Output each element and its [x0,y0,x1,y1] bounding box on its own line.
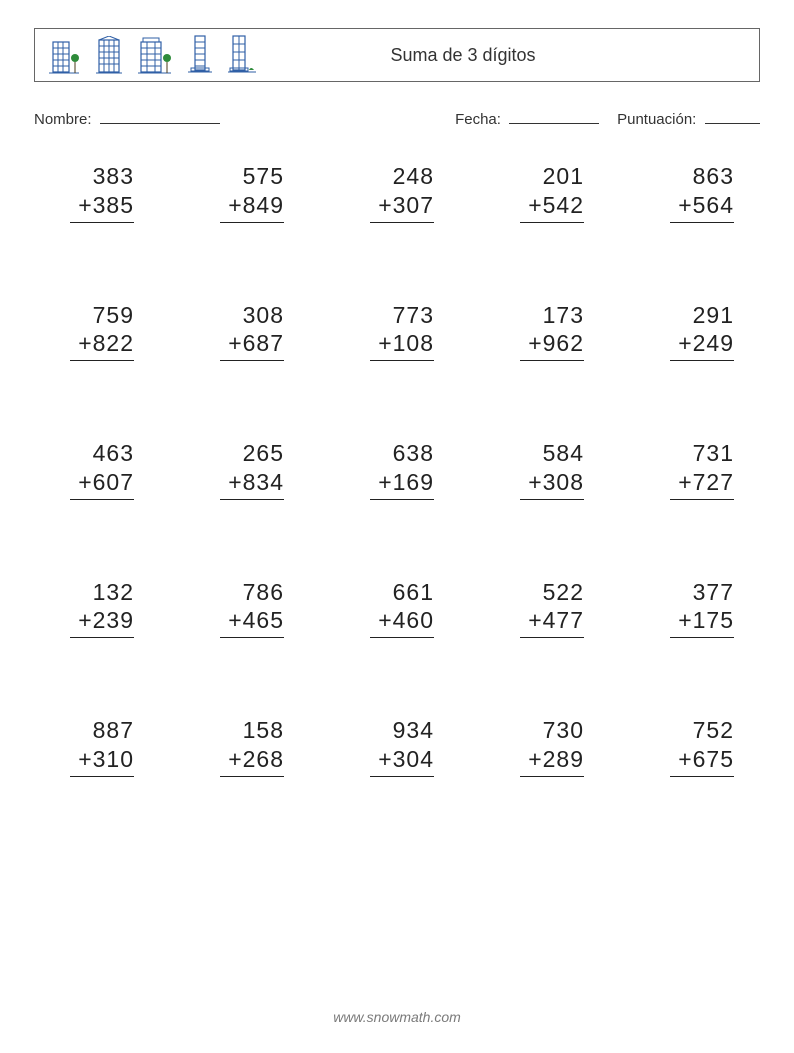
addend-bottom: +307 [370,191,434,223]
building-icon-3 [137,36,173,76]
addend-top: 661 [393,578,434,607]
buildings-icon-row [47,34,257,76]
addend-top: 759 [93,301,134,330]
score-blank[interactable] [705,110,760,124]
name-blank[interactable] [100,110,220,124]
addend-bottom: +675 [670,745,734,777]
addition-problem: 248+307 [340,162,454,223]
worksheet-page: Suma de 3 dígitos Nombre: Fecha: Puntuac… [0,0,794,1053]
addend-top: 158 [243,716,284,745]
addend-top: 383 [93,162,134,191]
addition-problem: 887+310 [40,716,154,777]
addend-top: 934 [393,716,434,745]
addend-top: 522 [543,578,584,607]
addition-problem: 773+108 [340,301,454,362]
addition-problem: 158+268 [190,716,304,777]
addend-bottom: +962 [520,329,584,361]
addend-bottom: +607 [70,468,134,500]
addend-top: 377 [693,578,734,607]
addend-bottom: +564 [670,191,734,223]
addend-bottom: +249 [670,329,734,361]
addition-problem: 661+460 [340,578,454,639]
header-box: Suma de 3 dígitos [34,28,760,82]
addend-top: 731 [693,439,734,468]
addend-top: 575 [243,162,284,191]
addend-top: 584 [543,439,584,468]
addend-top: 752 [693,716,734,745]
addend-bottom: +304 [370,745,434,777]
date-blank[interactable] [509,110,599,124]
addend-top: 730 [543,716,584,745]
score-label: Puntuación: [617,111,696,128]
addend-top: 308 [243,301,284,330]
addend-bottom: +385 [70,191,134,223]
info-row: Nombre: Fecha: Puntuación: [34,110,760,128]
addition-problem: 201+542 [490,162,604,223]
addend-top: 248 [393,162,434,191]
addition-problem: 377+175 [640,578,754,639]
addition-problem: 638+169 [340,439,454,500]
addend-bottom: +822 [70,329,134,361]
addend-top: 132 [93,578,134,607]
addition-problem: 934+304 [340,716,454,777]
addend-bottom: +727 [670,468,734,500]
addend-bottom: +687 [220,329,284,361]
addend-bottom: +460 [370,606,434,638]
addition-problem: 730+289 [490,716,604,777]
addition-problem: 522+477 [490,578,604,639]
addition-problem: 383+385 [40,162,154,223]
addition-problem: 863+564 [640,162,754,223]
addition-problem: 463+607 [40,439,154,500]
addend-bottom: +268 [220,745,284,777]
addend-top: 773 [393,301,434,330]
addend-top: 265 [243,439,284,468]
addition-problem: 752+675 [640,716,754,777]
addition-problem: 291+249 [640,301,754,362]
building-icon-5 [227,34,257,76]
name-label: Nombre: [34,111,92,128]
addend-top: 201 [543,162,584,191]
building-icon-2 [95,36,123,76]
score-field: Puntuación: [617,110,759,128]
addition-problem: 132+239 [40,578,154,639]
addend-bottom: +169 [370,468,434,500]
addend-bottom: +108 [370,329,434,361]
addend-top: 173 [543,301,584,330]
date-label: Fecha: [455,111,501,128]
addition-problem: 308+687 [190,301,304,362]
addend-top: 463 [93,439,134,468]
addend-bottom: +310 [70,745,134,777]
addition-problem: 759+822 [40,301,154,362]
addition-problem: 575+849 [190,162,304,223]
name-field: Nombre: [34,110,455,128]
addition-problem: 265+834 [190,439,304,500]
addend-bottom: +239 [70,606,134,638]
building-icon-4 [187,34,213,76]
addend-bottom: +175 [670,606,734,638]
addend-top: 863 [693,162,734,191]
addend-bottom: +849 [220,191,284,223]
date-field: Fecha: [455,110,599,128]
addend-top: 291 [693,301,734,330]
addition-problem: 786+465 [190,578,304,639]
addend-bottom: +465 [220,606,284,638]
addend-top: 786 [243,578,284,607]
addend-bottom: +834 [220,468,284,500]
addition-problem: 584+308 [490,439,604,500]
addend-top: 638 [393,439,434,468]
addend-bottom: +542 [520,191,584,223]
addend-bottom: +308 [520,468,584,500]
addition-problem: 731+727 [640,439,754,500]
addend-bottom: +477 [520,606,584,638]
footer-url: www.snowmath.com [0,1009,794,1025]
problems-grid: 383+385575+849248+307201+542863+564759+8… [34,162,760,777]
addition-problem: 173+962 [490,301,604,362]
addend-bottom: +289 [520,745,584,777]
building-icon-1 [47,36,81,76]
worksheet-title: Suma de 3 dígitos [257,45,749,66]
addend-top: 887 [93,716,134,745]
